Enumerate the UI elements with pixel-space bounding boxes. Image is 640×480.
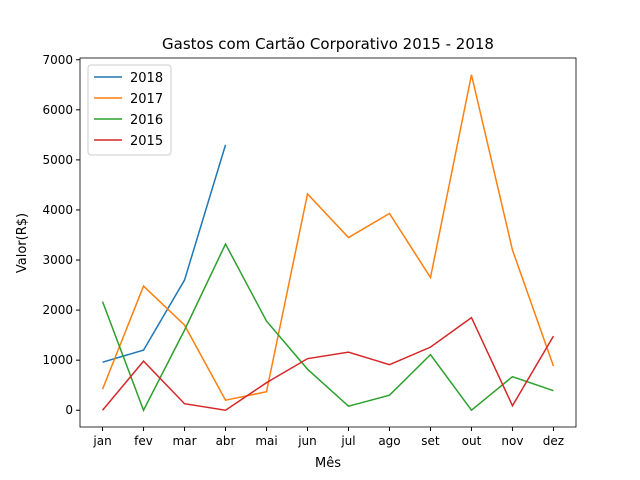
chart-title: Gastos com Cartão Corporativo 2015 - 201… <box>162 35 494 53</box>
x-tick-label: out <box>462 434 482 448</box>
y-tick-label: 6000 <box>42 103 73 117</box>
x-tick-label: dez <box>543 434 564 448</box>
legend-box <box>87 64 172 156</box>
legend-label: 2015 <box>130 134 163 149</box>
line-series <box>101 316 555 412</box>
line-series <box>102 144 227 363</box>
legend-label: 2018 <box>130 71 163 86</box>
y-tick-label: 0 <box>65 403 73 417</box>
x-tick-label: abr <box>216 434 236 448</box>
x-tick-label: nov <box>501 434 523 448</box>
x-tick-label: fev <box>134 434 153 448</box>
y-tick-label: 7000 <box>42 53 73 67</box>
y-tick-label: 2000 <box>42 303 73 317</box>
x-axis-label: Mês <box>315 456 341 471</box>
y-tick-label: 5000 <box>42 153 73 167</box>
x-tick-label: jun <box>297 434 317 448</box>
x-tick-label: jan <box>92 434 111 448</box>
x-tick-label: mar <box>173 434 197 448</box>
y-tick-label: 1000 <box>42 353 73 367</box>
line-series <box>101 74 555 402</box>
x-tick-label: mai <box>255 434 277 448</box>
x-tick-label: ago <box>378 434 400 448</box>
x-tick-label: jul <box>340 434 355 448</box>
legend-label: 2016 <box>130 113 163 128</box>
y-tick-label: 4000 <box>42 203 73 217</box>
legend-label: 2017 <box>130 92 163 107</box>
plot-frame <box>79 57 577 428</box>
y-tick-label: 3000 <box>42 253 73 267</box>
y-axis-label: Valor(R$) <box>15 213 30 273</box>
line-series <box>101 242 554 413</box>
x-tick-label: set <box>421 434 440 448</box>
